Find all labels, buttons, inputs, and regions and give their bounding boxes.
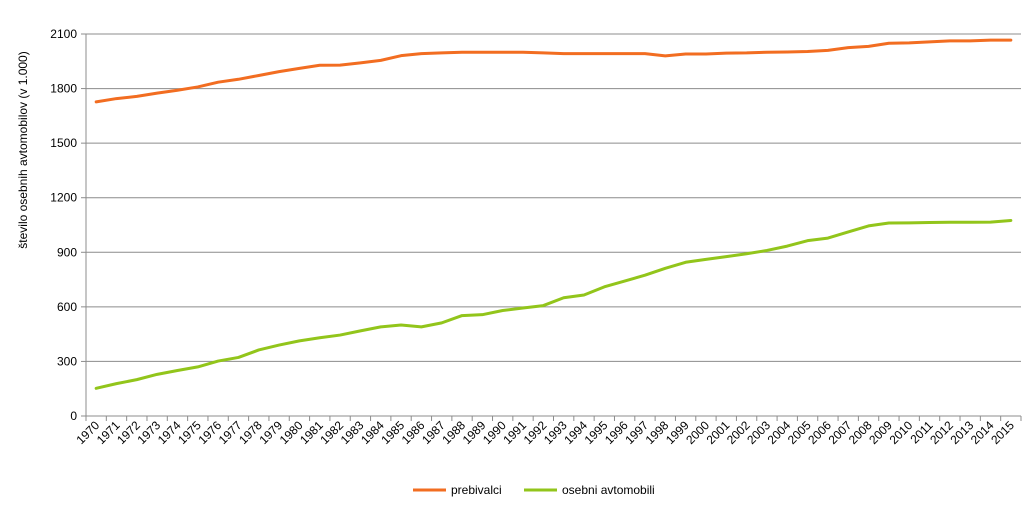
y-axis: 0 300 600 900 1200 1500 1800 2100 [50,27,87,423]
y-tick-label: 1800 [50,82,77,96]
legend: prebivalci osebni avtomobili [413,483,655,497]
series-line-osebni-avtomobili [94,218,1013,390]
y-axis-title: število osebnih avtomobilov (v 1.000) [16,51,30,248]
y-tick-label: 2100 [50,27,77,41]
legend-label: osebni avtomobili [562,483,655,497]
legend-label: prebivalci [451,483,502,497]
y-tick-label: 1500 [50,136,77,150]
y-tick-label: 1200 [50,191,77,205]
legend-item: prebivalci [413,483,502,497]
legend-item: osebni avtomobili [524,483,655,497]
x-axis: 1970197119721973197419751976197719781979… [74,415,1022,447]
y-tick-label: 300 [57,354,77,368]
series-lines [94,38,1013,390]
y-tick-label: 0 [70,409,77,423]
x-tick-label: 2015 [988,418,1017,447]
y-tick-label: 900 [57,245,77,259]
y-tick-label: 600 [57,300,77,314]
gridlines [86,33,1021,362]
series-line-prebivalci [94,38,1013,104]
